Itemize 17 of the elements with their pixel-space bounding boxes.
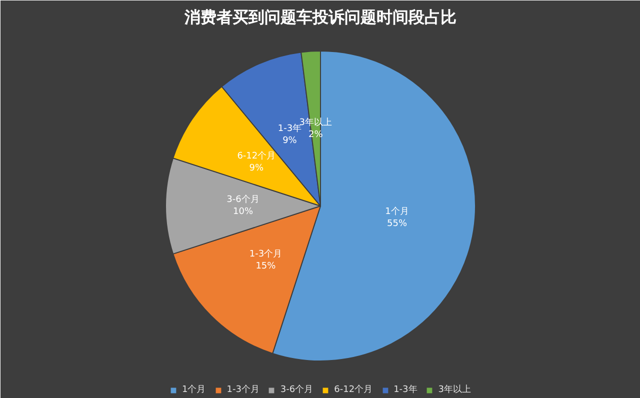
slice-label: 1个月 bbox=[385, 206, 409, 218]
slice-label: 6-12个月 bbox=[237, 150, 276, 162]
slice-label: 1-3年 bbox=[278, 123, 302, 134]
data-label: 15% bbox=[256, 262, 276, 272]
legend-label: 3年以上 bbox=[438, 384, 472, 396]
slice-label: 3-6个月 bbox=[226, 194, 260, 206]
legend-label: 1个月 bbox=[182, 384, 206, 396]
data-label: 9% bbox=[249, 164, 264, 174]
legend-label: 3-6个月 bbox=[280, 384, 314, 396]
legend-label: 1-3年 bbox=[394, 384, 418, 396]
data-label: 10% bbox=[233, 207, 254, 218]
data-label: 55% bbox=[387, 219, 408, 230]
slice-label: 1-3个月 bbox=[249, 248, 282, 260]
chart-title: 消费者买到问题车投诉问题时间段占比 bbox=[184, 8, 456, 26]
legend-label: 1-3个月 bbox=[226, 384, 260, 396]
data-label: 9% bbox=[282, 136, 298, 146]
legend-label: 6-12个月 bbox=[334, 384, 373, 396]
